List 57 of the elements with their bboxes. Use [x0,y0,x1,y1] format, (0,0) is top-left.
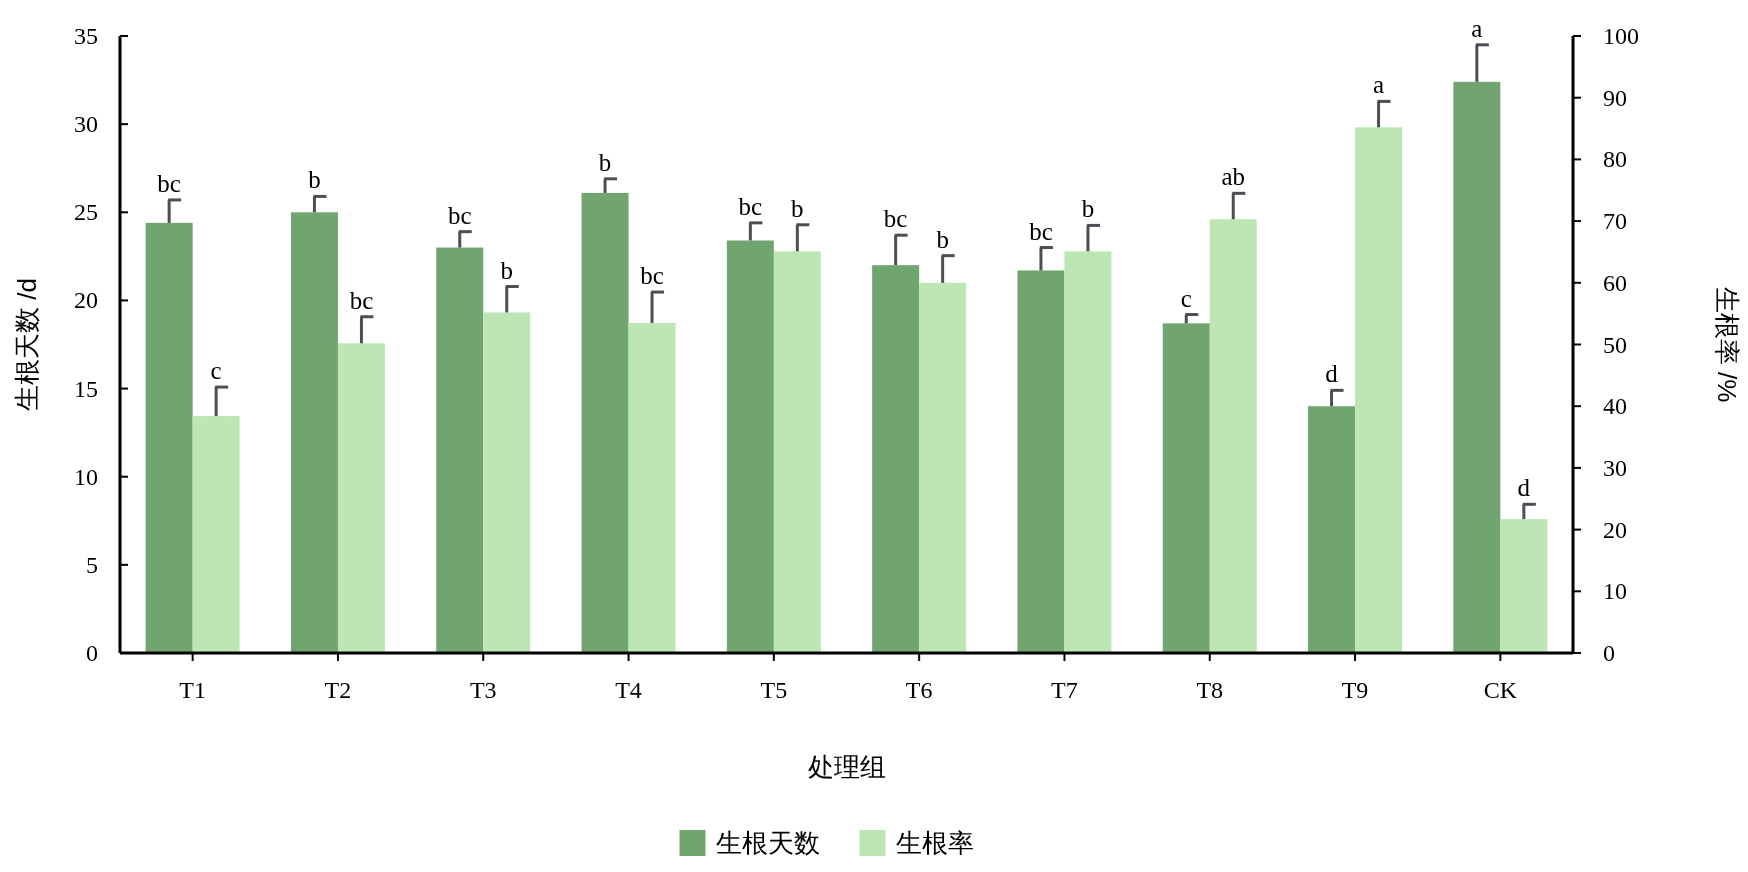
legend-label: 生根率 [895,828,974,858]
data-label: bc [157,169,181,197]
data-label: c [1180,284,1192,312]
x-tick-label: T2 [324,677,352,703]
x-axis-title: 处理组 [807,752,886,782]
x-tick-label: T7 [1051,677,1078,703]
y-tick-label: 30 [74,111,98,138]
data-label: a [1471,14,1483,42]
bar [1355,127,1403,653]
x-tick-label: T3 [469,677,497,703]
y-tick-label: 10 [74,463,98,490]
y-tick-label: 35 [74,23,98,49]
y2-tick-label: 30 [1603,454,1627,481]
data-label: bc [738,192,763,220]
data-label: d [1517,474,1531,502]
y-tick-label: 0 [86,640,98,666]
data-label: d [1325,360,1339,388]
data-label: b [791,194,804,222]
y-axis-title: 生根天数 /d [12,278,42,411]
y2-axis-title: 生根率 /% [1712,286,1742,403]
data-label: bc [1029,217,1053,245]
bar [1500,519,1548,653]
data-label: b [598,148,612,176]
x-tick-label: T6 [905,677,933,703]
x-tick-label: CK [1483,677,1518,703]
data-label: c [210,357,222,385]
y2-tick-label: 50 [1603,331,1627,358]
data-label: ab [1221,163,1246,191]
x-tick-label: T4 [615,677,642,703]
y2-tick-label: 0 [1603,640,1615,666]
data-label: b [308,166,321,194]
y-tick-label: 15 [74,375,98,402]
y-tick-label: 20 [74,287,98,314]
bar [1453,81,1501,653]
data-label: bc [349,286,374,314]
y2-tick-label: 40 [1603,393,1627,420]
data-label: a [1373,71,1385,99]
x-tick-label: T9 [1341,677,1369,703]
data-label: b [500,256,513,284]
data-label: b [936,225,949,253]
y-tick-label: 25 [74,199,98,226]
data-label: b [1081,195,1095,223]
data-label: bc [447,201,472,229]
legend-label: 生根天数 [715,828,820,858]
y2-tick-label: 20 [1603,516,1627,543]
data-label: bc [883,205,908,233]
y-tick-label: 5 [86,551,98,578]
y2-tick-label: 100 [1603,23,1639,49]
y2-tick-label: 70 [1603,208,1627,235]
y2-tick-label: 90 [1603,84,1627,111]
y2-tick-label: 80 [1603,146,1627,173]
x-tick-label: T5 [760,677,788,703]
y2-tick-label: 10 [1603,578,1627,605]
x-tick-label: T1 [179,677,206,703]
x-tick-label: T8 [1196,677,1224,703]
y2-tick-label: 60 [1603,269,1627,296]
data-label: bc [640,262,664,290]
